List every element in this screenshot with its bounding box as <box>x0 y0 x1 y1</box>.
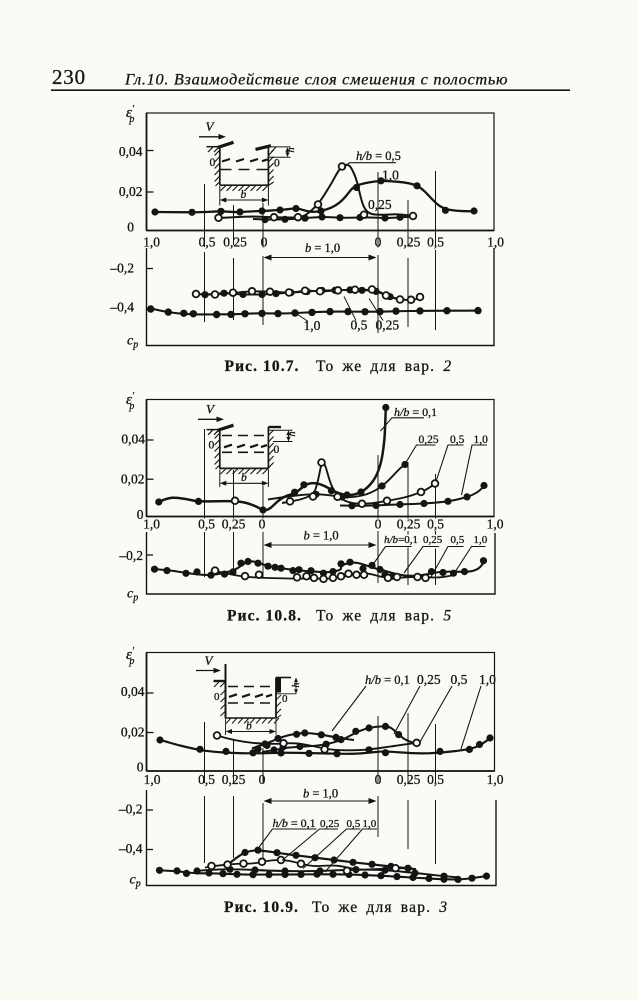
svg-text:0: 0 <box>214 691 220 703</box>
svg-text:b = 1,0: b = 1,0 <box>305 241 340 255</box>
svg-text:0: 0 <box>137 760 144 775</box>
svg-text:1,0: 1,0 <box>304 318 321 333</box>
svg-text:cp: cp <box>127 334 138 351</box>
svg-text:1,0: 1,0 <box>143 234 160 249</box>
svg-text:h/b = 0,5: h/b = 0,5 <box>356 149 401 163</box>
svg-text:1,0: 1,0 <box>474 434 489 446</box>
svg-text:Рис. 10.8.: Рис. 10.8. <box>227 608 302 625</box>
svg-text:1,0: 1,0 <box>474 534 488 546</box>
svg-text:То же для вар. 5: То же для вар. 5 <box>316 608 452 625</box>
svg-text:V: V <box>205 653 215 668</box>
svg-text:0,25: 0,25 <box>423 534 443 546</box>
svg-text:0,5: 0,5 <box>198 517 215 532</box>
svg-text:0,5: 0,5 <box>351 318 368 333</box>
svg-text:0,5: 0,5 <box>198 772 215 787</box>
svg-text:Гл.10. Взаимодействие слоя сме: Гл.10. Взаимодействие слоя смешения с по… <box>124 70 508 89</box>
svg-text:Рис. 10.7.: Рис. 10.7. <box>225 358 300 375</box>
svg-text:0,5: 0,5 <box>451 534 465 546</box>
svg-text:–0,4: –0,4 <box>109 300 134 315</box>
svg-text:0: 0 <box>259 517 266 532</box>
svg-text:0,25: 0,25 <box>419 434 439 446</box>
svg-text:–0,2: –0,2 <box>118 802 143 817</box>
svg-text:b: b <box>241 472 247 484</box>
svg-text:cp: cp <box>127 587 138 604</box>
svg-text:ε′p: ε′ p <box>126 104 135 125</box>
svg-text:То же для вар. 3: То же для вар. 3 <box>312 899 448 916</box>
svg-text:1,0: 1,0 <box>144 772 161 787</box>
svg-text:0,25: 0,25 <box>397 517 421 532</box>
svg-text:1,0: 1,0 <box>363 818 377 830</box>
svg-text:V: V <box>206 402 216 417</box>
svg-text:1,0: 1,0 <box>382 168 399 183</box>
svg-text:–0,2: –0,2 <box>109 261 134 276</box>
svg-text:0,5: 0,5 <box>450 434 465 446</box>
svg-text:0,02: 0,02 <box>121 725 145 740</box>
svg-text:0,5: 0,5 <box>451 672 468 687</box>
svg-text:h: h <box>287 431 298 436</box>
svg-text:0,5: 0,5 <box>347 818 361 830</box>
svg-text:0,25: 0,25 <box>368 197 392 212</box>
svg-text:ε′p: ε′ p <box>126 646 135 667</box>
svg-text:0: 0 <box>274 158 280 170</box>
svg-text:ε′p: ε′ p <box>126 391 135 412</box>
svg-text:0: 0 <box>375 517 382 532</box>
svg-text:0,04: 0,04 <box>121 432 145 447</box>
svg-text:h/b = 0,1: h/b = 0,1 <box>365 673 410 687</box>
svg-text:0,25: 0,25 <box>223 234 247 249</box>
svg-text:0,04: 0,04 <box>121 684 145 699</box>
svg-text:0: 0 <box>282 693 288 705</box>
svg-text:0: 0 <box>274 444 280 456</box>
svg-text:1,0: 1,0 <box>479 672 496 687</box>
svg-text:h: h <box>291 683 302 688</box>
svg-text:0: 0 <box>261 234 268 249</box>
svg-text:h/b = 0,1: h/b = 0,1 <box>394 405 437 419</box>
svg-text:1,0: 1,0 <box>487 517 504 532</box>
svg-text:V: V <box>206 119 216 134</box>
svg-text:0,5: 0,5 <box>427 517 444 532</box>
svg-text:Рис. 10.9.: Рис. 10.9. <box>224 899 299 916</box>
svg-text:0,25: 0,25 <box>397 772 421 787</box>
svg-text:0,02: 0,02 <box>119 184 143 199</box>
svg-text:0,25: 0,25 <box>222 517 246 532</box>
svg-text:b: b <box>246 721 252 733</box>
svg-text:h/b=0,1: h/b=0,1 <box>384 534 418 546</box>
svg-text:0,25: 0,25 <box>397 234 421 249</box>
svg-text:0,02: 0,02 <box>121 471 145 486</box>
svg-text:0: 0 <box>210 157 216 169</box>
svg-text:0,25: 0,25 <box>320 818 340 830</box>
svg-text:0,25: 0,25 <box>376 318 400 333</box>
svg-text:0,04: 0,04 <box>119 144 143 159</box>
svg-text:1,0: 1,0 <box>143 517 160 532</box>
svg-text:0,25: 0,25 <box>417 672 441 687</box>
svg-text:cp: cp <box>130 873 141 890</box>
svg-text:0: 0 <box>127 220 134 235</box>
svg-text:b: b <box>241 189 247 201</box>
svg-text:1,0: 1,0 <box>487 772 504 787</box>
svg-text:0: 0 <box>259 772 266 787</box>
svg-text:1,0: 1,0 <box>487 234 504 249</box>
svg-text:0,5: 0,5 <box>199 234 216 249</box>
svg-text:b = 1,0: b = 1,0 <box>303 787 338 801</box>
svg-text:h: h <box>286 147 297 152</box>
svg-text:–0,2: –0,2 <box>118 548 143 563</box>
svg-text:–0,4: –0,4 <box>118 841 143 856</box>
svg-text:h/b = 0,1: h/b = 0,1 <box>273 816 316 830</box>
svg-text:0: 0 <box>137 507 144 522</box>
svg-text:0: 0 <box>209 440 215 452</box>
svg-text:b = 1,0: b = 1,0 <box>304 529 339 543</box>
svg-text:230: 230 <box>52 65 86 89</box>
svg-text:То же для вар. 2: То же для вар. 2 <box>316 358 452 375</box>
